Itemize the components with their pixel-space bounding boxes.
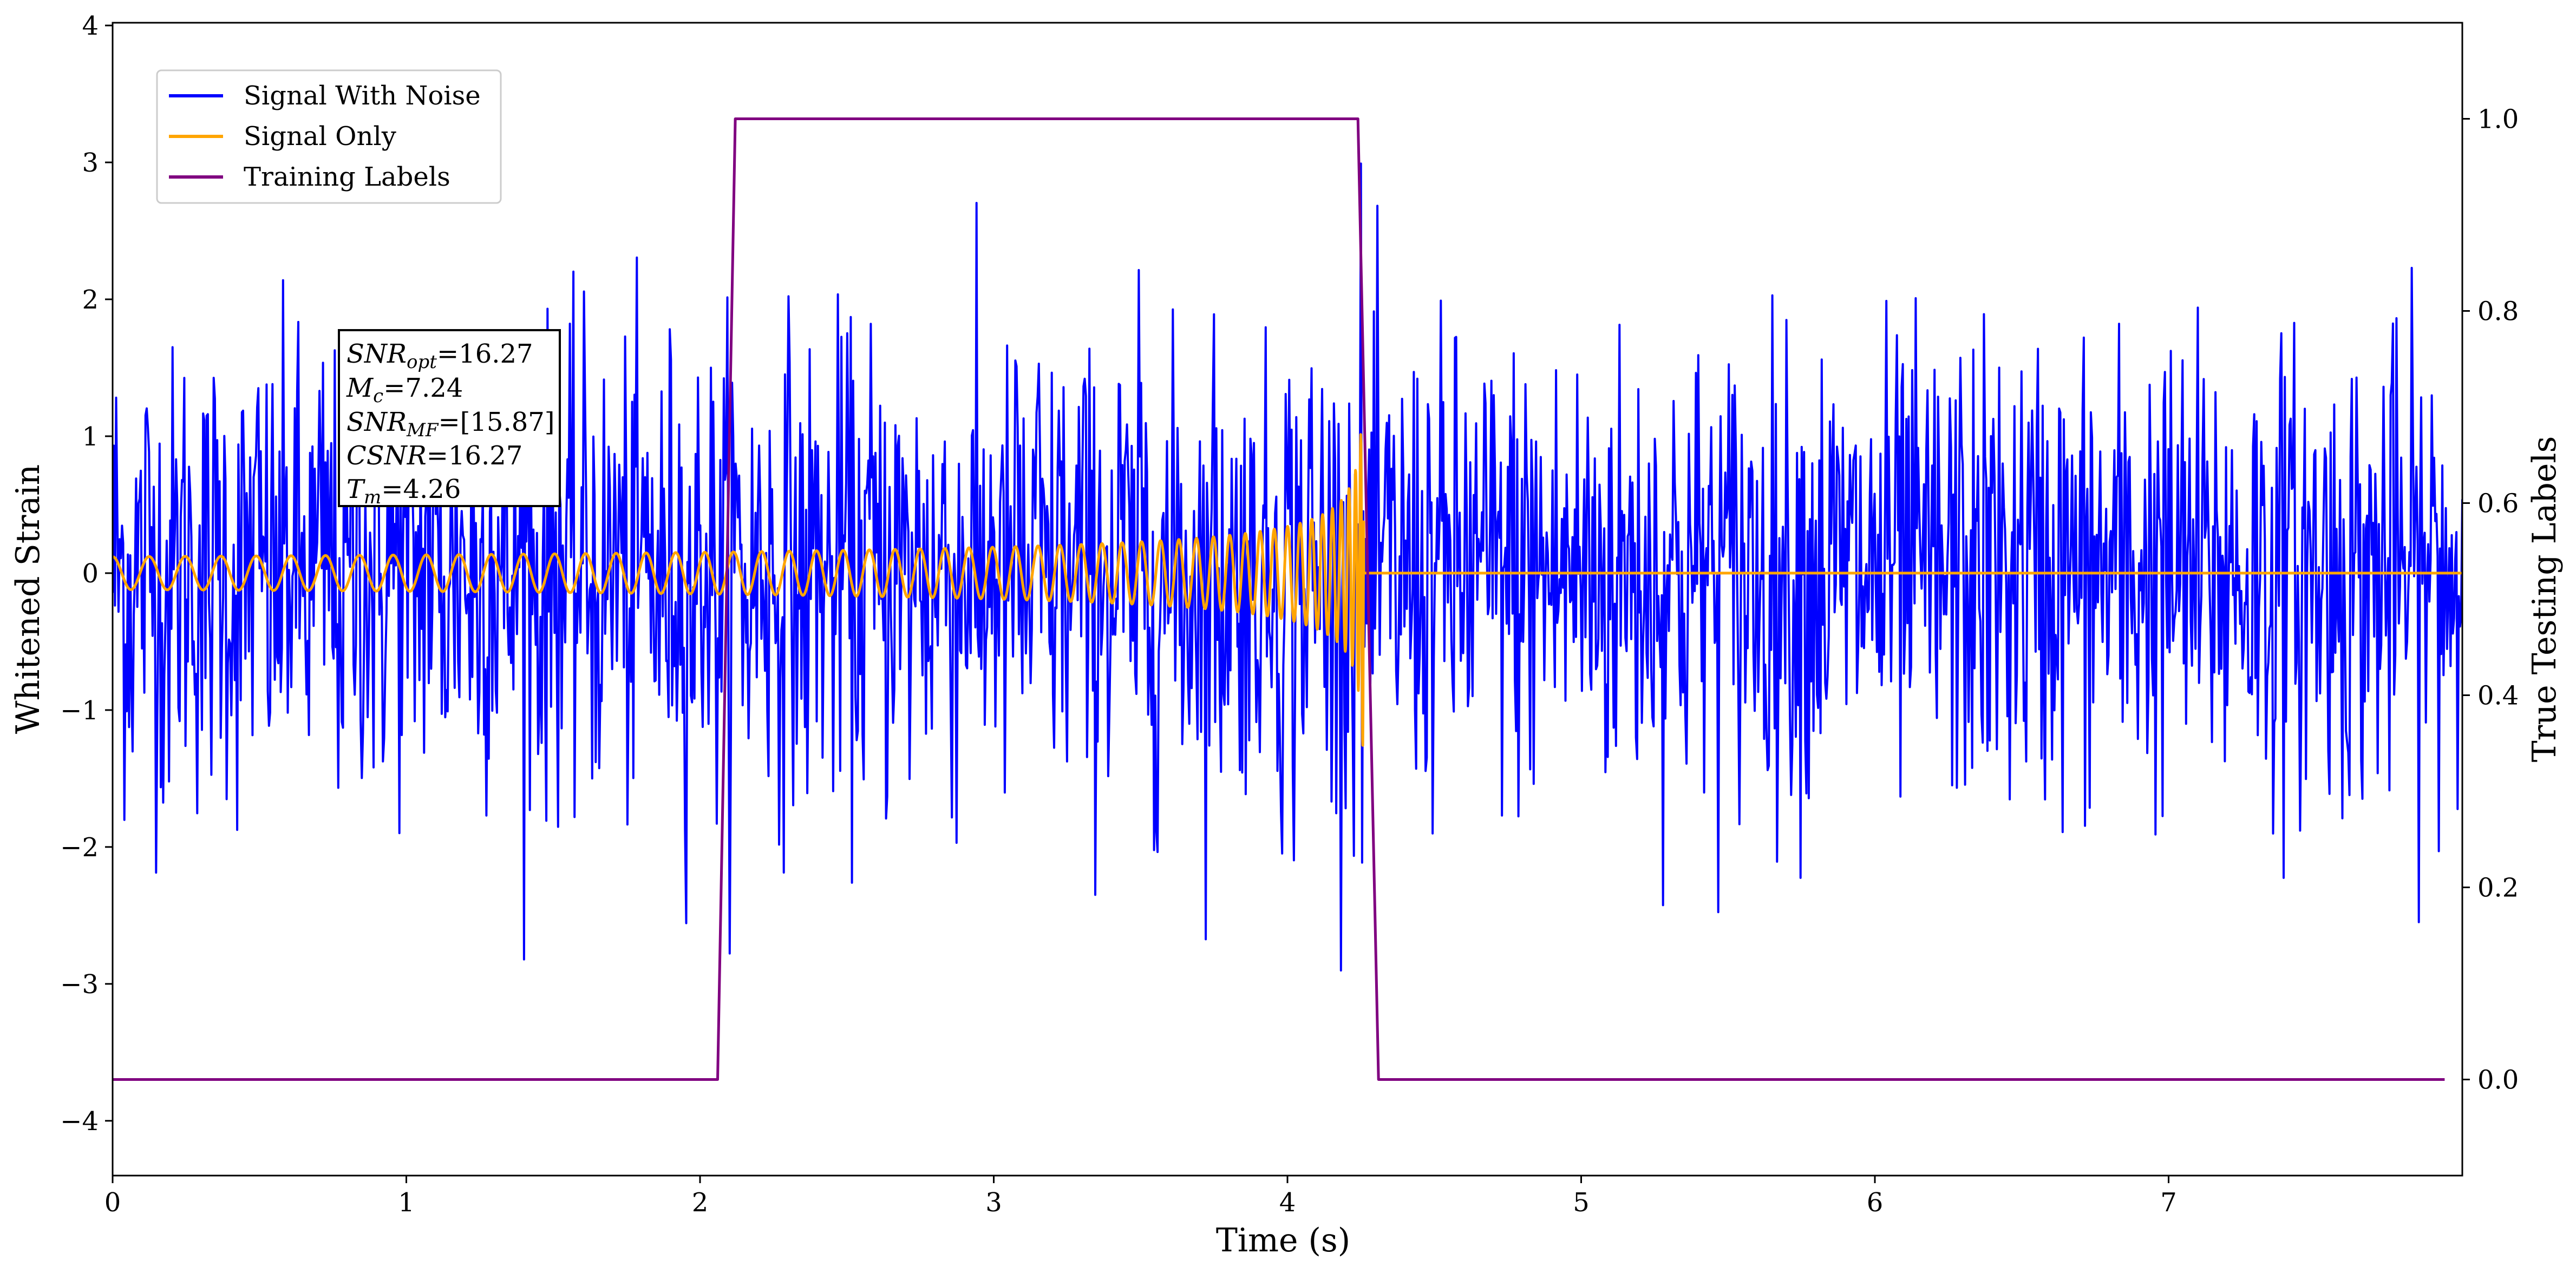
y-right-axis-ticks: 0.0 0.2 0.4 0.6 0.8 1.0 (2462, 104, 2519, 1095)
x-tick-label: 4 (1279, 1187, 1296, 1218)
y-right-tick-label: 0.4 (2477, 681, 2519, 711)
annotation-box: SNRopt=16.27 Mc=7.24 SNRMF=[15.87] CSNR=… (338, 329, 561, 508)
annotation-snr-mf: SNRMF=[15.87] (346, 407, 555, 441)
series-layer (113, 117, 2462, 1081)
y-left-axis-ticks: −4 −3 −2 −1 0 1 2 3 4 (60, 11, 113, 1137)
y-left-axis-label: Whitened Strain (9, 464, 47, 734)
series-signal-with-noise (113, 162, 2462, 972)
legend-label-training-labels: Training Labels (244, 162, 450, 192)
y-left-tick-label: −1 (60, 695, 99, 726)
x-tick-label: 5 (1573, 1187, 1590, 1218)
annotation-snr-opt: SNRopt=16.27 (346, 339, 533, 373)
annotation-mc: Mc=7.24 (346, 373, 463, 407)
legend-label-signal-only: Signal Only (244, 121, 396, 152)
x-axis-label: Time (s) (1216, 1222, 1350, 1259)
x-tick-label: 0 (104, 1187, 121, 1218)
annotation-tm: Tm=4.26 (346, 474, 461, 508)
x-tick-label: 7 (2160, 1187, 2177, 1218)
legend-label-signal-with-noise: Signal With Noise (244, 81, 481, 111)
x-tick-label: 6 (1867, 1187, 1884, 1218)
y-right-tick-label: 0.6 (2477, 489, 2519, 519)
y-left-tick-label: −3 (60, 969, 99, 1000)
y-right-tick-label: 1.0 (2477, 104, 2519, 135)
y-left-tick-label: 2 (82, 285, 99, 315)
y-right-tick-label: 0.2 (2477, 873, 2519, 903)
y-right-axis-label: True Testing Labels (2526, 436, 2564, 763)
legend: Signal With Noise Signal Only Training L… (156, 69, 502, 204)
x-tick-label: 1 (398, 1187, 415, 1218)
y-right-tick-label: 0.8 (2477, 297, 2519, 327)
x-tick-label: 3 (985, 1187, 1002, 1218)
y-left-tick-label: 3 (82, 148, 99, 178)
y-left-tick-label: −2 (60, 832, 99, 863)
series-signal-only (113, 433, 2462, 747)
x-axis-ticks: 0 1 2 3 4 5 6 7 (104, 1176, 2177, 1218)
y-right-tick-label: 0.0 (2477, 1065, 2519, 1095)
annotation-csnr: CSNR=16.27 (346, 441, 522, 471)
y-left-tick-label: 0 (82, 559, 99, 589)
annotation-frame (338, 329, 561, 507)
x-tick-label: 2 (692, 1187, 709, 1218)
legend-box (156, 69, 502, 204)
y-left-tick-label: 1 (82, 422, 99, 452)
y-left-tick-label: 4 (82, 11, 99, 41)
series-training-labels (113, 117, 2445, 1081)
y-left-tick-label: −4 (60, 1106, 99, 1137)
